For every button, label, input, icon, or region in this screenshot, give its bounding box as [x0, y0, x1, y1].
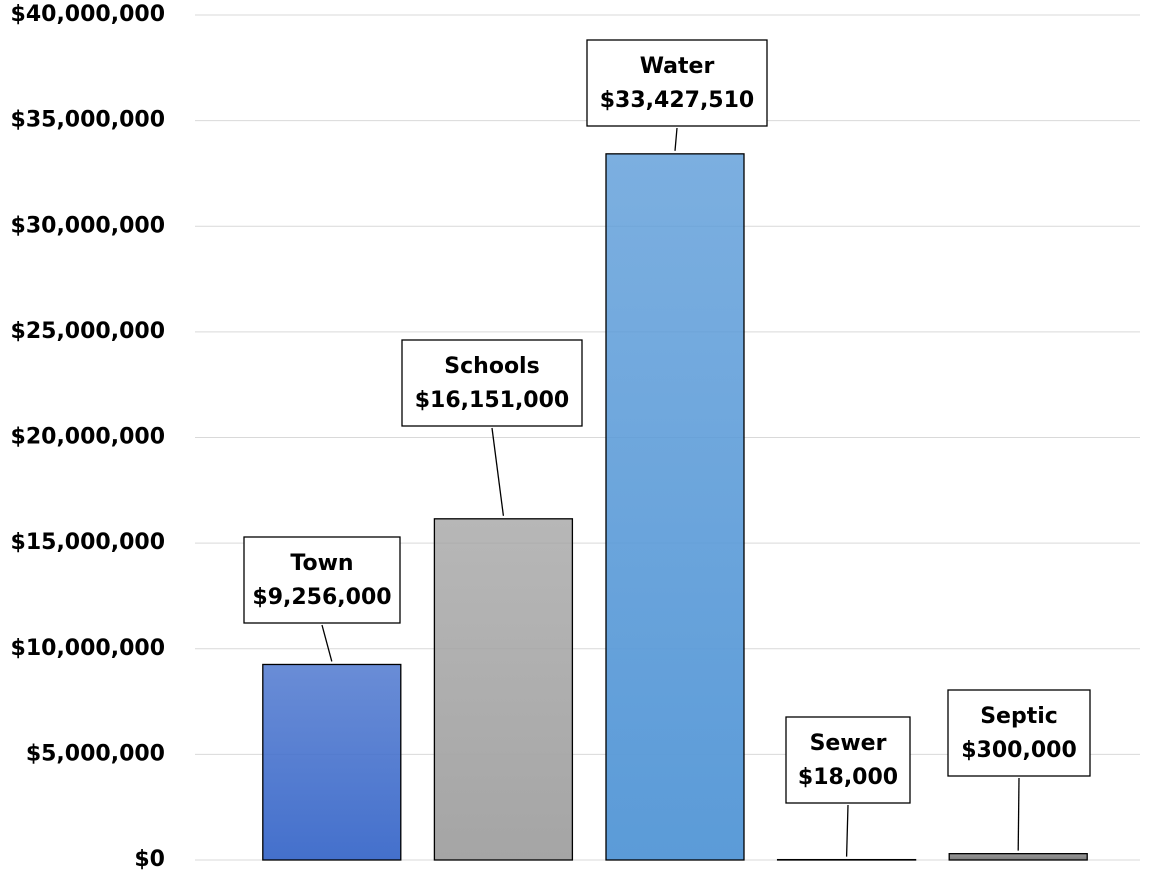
leader-line	[1017, 777, 1020, 851]
y-tick-label: $40,000,000	[11, 2, 165, 27]
y-tick-label: $5,000,000	[26, 741, 165, 766]
bar	[262, 663, 402, 861]
y-tick-label: $0	[134, 847, 165, 872]
bar	[605, 153, 745, 861]
y-tick-label: $15,000,000	[11, 530, 165, 555]
y-tick-label: $25,000,000	[11, 319, 165, 344]
label-box	[243, 536, 401, 624]
data-label-category: Septic	[980, 704, 1058, 729]
data-label: $300,000	[961, 738, 1077, 763]
data-label: $9,256,000	[252, 585, 391, 610]
label-box	[401, 339, 583, 427]
bar	[433, 518, 574, 861]
label-box	[586, 39, 768, 127]
leader-line	[674, 127, 678, 151]
data-label: $33,427,510	[600, 88, 754, 113]
data-label-category: Water	[640, 54, 715, 79]
data-label-category: Schools	[444, 354, 539, 379]
label-box	[785, 716, 911, 804]
y-tick-label: $10,000,000	[11, 636, 165, 661]
data-label: $18,000	[798, 765, 898, 790]
leader-line	[491, 427, 505, 516]
y-tick-label: $35,000,000	[11, 108, 165, 133]
label-box	[947, 689, 1091, 777]
y-tick-label: $30,000,000	[11, 213, 165, 238]
data-label-category: Town	[290, 551, 353, 576]
data-label-category: Sewer	[810, 731, 887, 756]
bar	[948, 853, 1088, 861]
data-label: $16,151,000	[415, 388, 569, 413]
leader-line	[845, 804, 849, 857]
leader-line	[321, 624, 333, 662]
y-tick-label: $20,000,000	[11, 425, 165, 450]
